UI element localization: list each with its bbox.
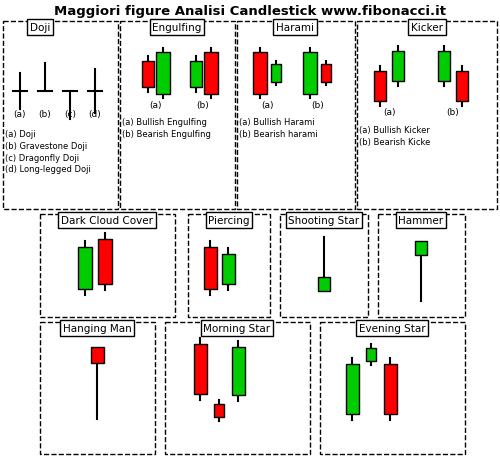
Bar: [194, 344, 206, 394]
Text: (a): (a): [383, 108, 395, 117]
Text: Piercing: Piercing: [208, 216, 250, 225]
Text: (d): (d): [88, 110, 102, 119]
Text: Hanging Man: Hanging Man: [62, 323, 132, 333]
Text: (b): (b): [38, 110, 52, 119]
Text: Shooting Star: Shooting Star: [288, 216, 360, 225]
Bar: [253, 53, 267, 95]
FancyBboxPatch shape: [237, 22, 355, 210]
Bar: [438, 52, 450, 82]
Text: (a): (a): [262, 101, 274, 110]
Text: Morning Star: Morning Star: [204, 323, 270, 333]
Bar: [366, 348, 376, 361]
Text: Dark Cloud Cover: Dark Cloud Cover: [61, 216, 153, 225]
Bar: [303, 53, 317, 95]
Bar: [204, 53, 218, 95]
FancyBboxPatch shape: [40, 214, 175, 317]
Bar: [374, 72, 386, 102]
Text: Engulfing: Engulfing: [152, 23, 202, 33]
Text: (b): (b): [196, 101, 209, 110]
Bar: [232, 347, 244, 395]
Text: (b): (b): [312, 101, 324, 110]
Text: (a) Bullish Engulfing
(b) Bearish Engulfing: (a) Bullish Engulfing (b) Bearish Engulf…: [122, 118, 211, 138]
FancyBboxPatch shape: [165, 322, 310, 454]
FancyBboxPatch shape: [40, 322, 155, 454]
Text: Evening Star: Evening Star: [358, 323, 426, 333]
Text: (a) Bullish Kicker
(b) Bearish Kicke: (a) Bullish Kicker (b) Bearish Kicke: [359, 126, 430, 146]
Text: (a): (a): [149, 101, 161, 110]
Bar: [78, 247, 92, 289]
Text: Kicker: Kicker: [411, 23, 443, 33]
Bar: [271, 65, 281, 83]
Text: (a) Bullish Harami
(b) Bearish harami: (a) Bullish Harami (b) Bearish harami: [239, 118, 318, 138]
Text: (b): (b): [446, 108, 460, 117]
FancyBboxPatch shape: [120, 22, 235, 210]
Text: (a): (a): [14, 110, 26, 119]
Bar: [222, 255, 234, 284]
Bar: [214, 404, 224, 417]
Text: Doji: Doji: [30, 23, 50, 33]
Bar: [90, 347, 104, 363]
Bar: [318, 277, 330, 291]
FancyBboxPatch shape: [280, 214, 368, 317]
Bar: [346, 364, 358, 414]
Bar: [204, 247, 216, 289]
Bar: [384, 364, 396, 414]
Bar: [98, 239, 112, 284]
Text: Hammer: Hammer: [398, 216, 444, 225]
Bar: [392, 52, 404, 82]
FancyBboxPatch shape: [378, 214, 465, 317]
Bar: [456, 72, 468, 102]
FancyBboxPatch shape: [320, 322, 465, 454]
Bar: [190, 62, 202, 88]
Text: Harami: Harami: [276, 23, 314, 33]
Bar: [142, 62, 154, 88]
Text: (c): (c): [64, 110, 76, 119]
FancyBboxPatch shape: [3, 22, 118, 210]
Bar: [156, 53, 170, 95]
FancyBboxPatch shape: [188, 214, 270, 317]
Bar: [321, 65, 331, 83]
FancyBboxPatch shape: [357, 22, 497, 210]
Bar: [415, 242, 427, 256]
Text: Maggiori figure Analisi Candlestick www.fibonacci.it: Maggiori figure Analisi Candlestick www.…: [54, 6, 446, 19]
Text: (a) Doji
(b) Gravestone Doji
(c) Dragonfly Doji
(d) Long-legged Doji: (a) Doji (b) Gravestone Doji (c) Dragonf…: [5, 130, 91, 174]
